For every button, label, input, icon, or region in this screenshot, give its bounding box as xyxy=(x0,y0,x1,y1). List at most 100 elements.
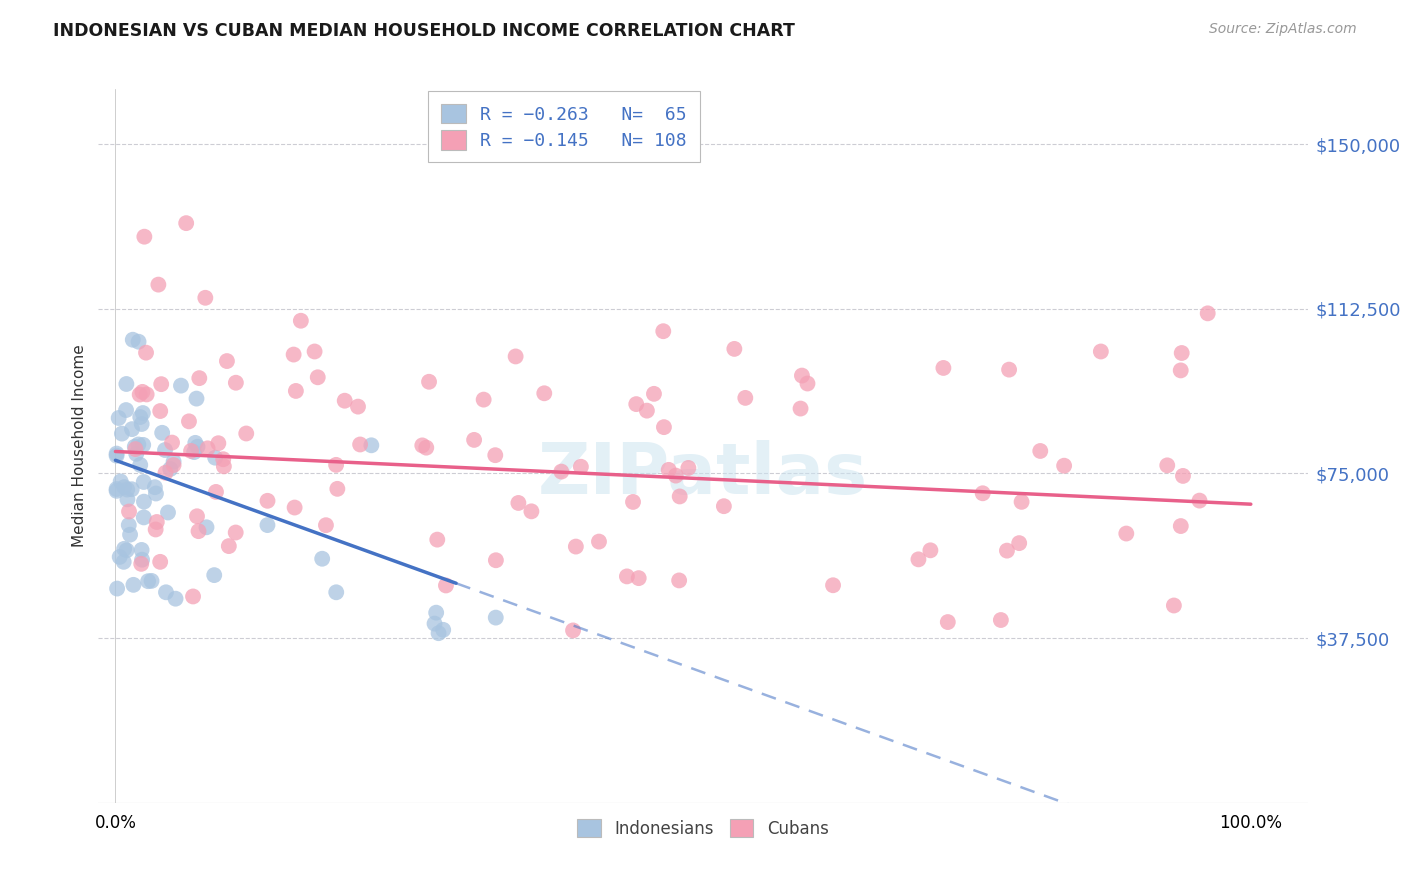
Point xyxy=(652,420,675,434)
Point xyxy=(995,543,1018,558)
Point xyxy=(105,582,128,596)
Point xyxy=(284,500,307,515)
Point xyxy=(235,426,257,441)
Point xyxy=(1029,444,1052,458)
Point xyxy=(115,483,138,497)
Point xyxy=(668,490,690,504)
Point xyxy=(202,568,225,582)
Point xyxy=(311,551,333,566)
Text: Source: ZipAtlas.com: Source: ZipAtlas.com xyxy=(1209,22,1357,37)
Point xyxy=(155,585,177,599)
Point xyxy=(131,417,153,431)
Point xyxy=(188,371,211,385)
Point xyxy=(129,410,152,425)
Point xyxy=(207,436,229,450)
Point xyxy=(105,483,128,498)
Point xyxy=(972,486,994,500)
Legend: Indonesians, Cubans: Indonesians, Cubans xyxy=(567,809,839,848)
Point xyxy=(1171,469,1194,483)
Point xyxy=(1115,526,1137,541)
Point xyxy=(998,362,1021,376)
Point xyxy=(225,525,247,540)
Point xyxy=(626,397,648,411)
Point xyxy=(177,414,200,428)
Point xyxy=(187,524,209,538)
Point xyxy=(143,480,166,494)
Point xyxy=(121,333,143,347)
Point xyxy=(333,393,356,408)
Point xyxy=(155,466,177,480)
Point xyxy=(118,504,141,518)
Point xyxy=(146,515,169,529)
Point xyxy=(789,401,811,416)
Point xyxy=(723,342,745,356)
Point xyxy=(186,392,208,406)
Point xyxy=(315,518,337,533)
Point xyxy=(1170,519,1192,533)
Point xyxy=(432,623,454,637)
Point xyxy=(159,462,181,476)
Point xyxy=(110,475,132,489)
Point xyxy=(129,557,152,571)
Point xyxy=(665,468,688,483)
Point xyxy=(108,549,131,564)
Point xyxy=(204,450,226,465)
Point xyxy=(990,613,1012,627)
Point xyxy=(284,384,307,398)
Text: ZIPatlas: ZIPatlas xyxy=(538,440,868,509)
Point xyxy=(484,448,506,462)
Point xyxy=(652,324,675,338)
Point xyxy=(162,454,184,468)
Point xyxy=(325,585,347,599)
Point xyxy=(796,376,818,391)
Point xyxy=(434,578,457,592)
Point xyxy=(562,624,585,638)
Point xyxy=(1090,344,1112,359)
Point xyxy=(225,376,247,390)
Y-axis label: Median Household Income: Median Household Income xyxy=(72,344,87,548)
Point xyxy=(135,387,157,401)
Point xyxy=(550,465,572,479)
Point xyxy=(128,334,150,349)
Point xyxy=(936,615,959,629)
Point xyxy=(1197,306,1219,320)
Point xyxy=(162,458,184,472)
Point xyxy=(463,433,485,447)
Point xyxy=(569,459,592,474)
Point xyxy=(197,442,219,456)
Point xyxy=(120,527,142,541)
Point xyxy=(643,387,665,401)
Point xyxy=(790,368,813,383)
Point xyxy=(129,458,152,472)
Point xyxy=(1170,363,1192,377)
Point xyxy=(636,403,658,417)
Point xyxy=(125,447,148,461)
Point xyxy=(105,447,128,461)
Point xyxy=(326,482,349,496)
Point xyxy=(121,482,143,496)
Point xyxy=(134,229,156,244)
Point xyxy=(668,574,690,588)
Point xyxy=(111,426,134,441)
Point xyxy=(160,435,183,450)
Point xyxy=(181,590,204,604)
Point xyxy=(658,463,681,477)
Point xyxy=(135,345,157,359)
Point xyxy=(148,277,170,292)
Point xyxy=(520,504,543,518)
Point xyxy=(713,499,735,513)
Point xyxy=(124,440,146,454)
Point xyxy=(184,435,207,450)
Point xyxy=(183,445,205,459)
Point xyxy=(215,354,238,368)
Point xyxy=(821,578,844,592)
Point xyxy=(131,552,153,566)
Point xyxy=(118,518,141,533)
Point xyxy=(508,496,530,510)
Point xyxy=(347,400,370,414)
Point xyxy=(174,216,197,230)
Point xyxy=(411,438,433,452)
Point xyxy=(621,495,644,509)
Point xyxy=(472,392,495,407)
Point xyxy=(415,441,437,455)
